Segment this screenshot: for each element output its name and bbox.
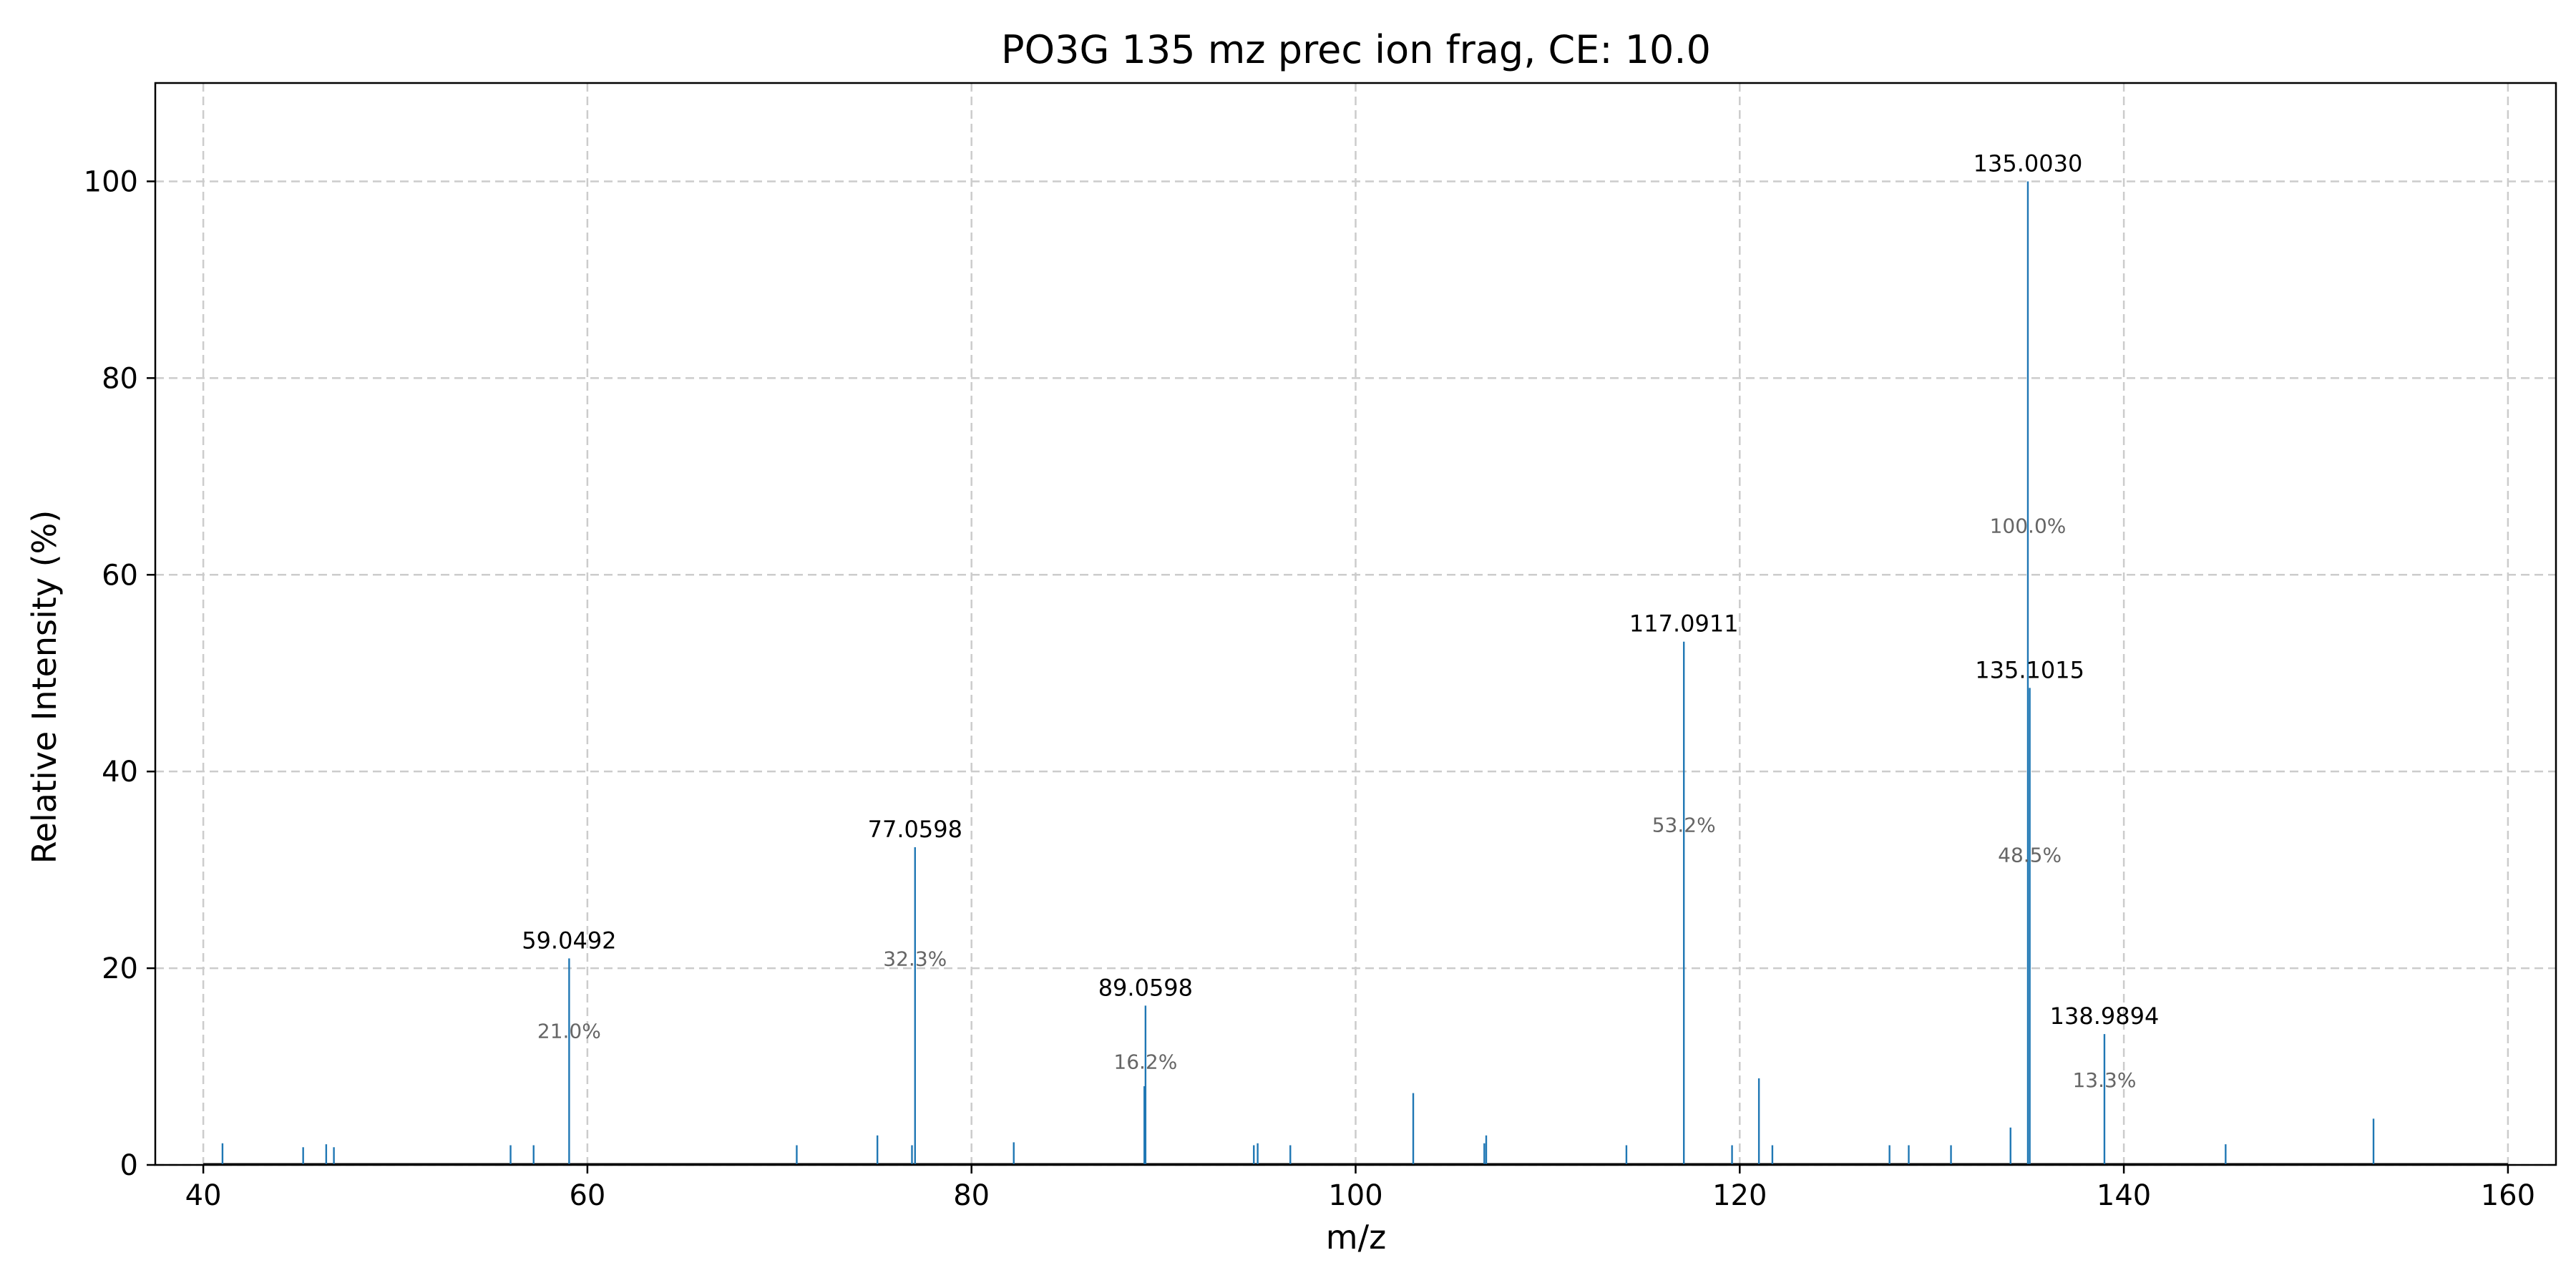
peak-intensity-label: 100.0% (1990, 514, 2067, 538)
peak-intensity-label: 53.2% (1652, 814, 1716, 837)
y-tick-label: 80 (102, 362, 138, 395)
peak-mz-label: 138.9894 (2050, 1002, 2160, 1030)
peak-mz-label: 117.0911 (1629, 610, 1739, 638)
peak-intensity-label: 48.5% (1998, 844, 2062, 867)
peak-mz-label: 135.1015 (1975, 656, 2084, 683)
x-tick-label: 100 (1328, 1179, 1382, 1212)
peak-mz-label: 77.0598 (868, 816, 962, 843)
peak-mz-label: 89.0598 (1098, 974, 1193, 1001)
peak-intensity-label: 21.0% (537, 1019, 601, 1043)
peak-labels: 59.0492 21.0% 77.0598 32.3% 89.0598 16.2% 117.… (522, 150, 2159, 1092)
x-tick-label: 80 (953, 1179, 990, 1212)
y-axis-label: Relative Intensity (%) (25, 510, 64, 864)
y-tick-label: 40 (102, 756, 138, 789)
x-tick-label: 160 (2481, 1179, 2535, 1212)
x-tick-label: 120 (1712, 1179, 1767, 1212)
y-tick-label: 60 (102, 559, 138, 592)
grid-lines (155, 83, 2556, 1166)
chart-title: PO3G 135 mz prec ion frag, CE: 10.0 (1001, 27, 1711, 72)
x-axis-label: m/z (1326, 1218, 1386, 1257)
y-tick-label: 20 (102, 952, 138, 985)
peak-intensity-label: 16.2% (1113, 1050, 1177, 1073)
y-tick-label: 100 (84, 165, 138, 198)
axis-ticks: 40 60 80 100 120 140 160 0 20 40 60 80 100 (84, 165, 2535, 1212)
peak-intensity-label: 32.3% (883, 947, 947, 970)
peak-mz-label: 59.0492 (522, 927, 616, 954)
peak-mz-label: 135.0030 (1974, 150, 2083, 177)
x-tick-label: 40 (185, 1179, 222, 1212)
x-tick-label: 60 (569, 1179, 605, 1212)
x-tick-label: 140 (2097, 1179, 2151, 1212)
peak-intensity-label: 13.3% (2072, 1068, 2136, 1092)
y-tick-label: 0 (120, 1149, 138, 1182)
plot-frame (154, 82, 2557, 1166)
